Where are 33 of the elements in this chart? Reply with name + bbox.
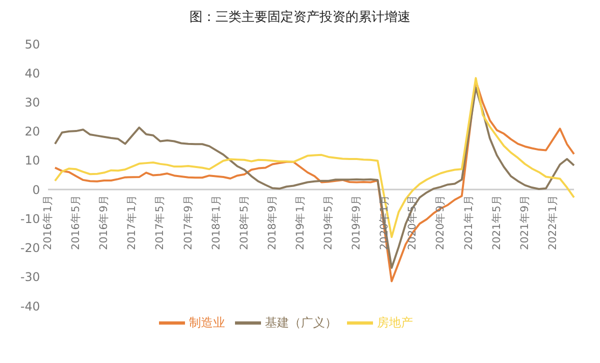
y-tick-label: -30 bbox=[20, 270, 40, 284]
x-tick-label: 2020年1月 bbox=[378, 194, 391, 250]
x-tick-label: 2017年9月 bbox=[182, 194, 194, 250]
y-tick-label: 0 bbox=[32, 182, 40, 197]
x-tick-label: 2020年9月 bbox=[434, 194, 447, 250]
y-tick-label: -10 bbox=[20, 212, 40, 226]
x-tick-label: 2016年5月 bbox=[70, 194, 82, 250]
x-tick-label: 2019年1月 bbox=[294, 194, 306, 250]
x-tick-label: 2019年5月 bbox=[322, 194, 335, 250]
x-tick-label: 2021年1月 bbox=[462, 194, 475, 250]
y-tick-label: 20 bbox=[24, 124, 40, 139]
y-tick-label: 50 bbox=[24, 37, 40, 52]
x-tick-label: 2020年5月 bbox=[406, 194, 419, 250]
chart-title: 图：三类主要固定资产投资的累计增速 bbox=[188, 9, 412, 26]
x-tick-label: 2021年5月 bbox=[490, 194, 503, 250]
x-tick-label: 2016年1月 bbox=[42, 194, 54, 250]
x-tick-label: 2022年1月 bbox=[546, 194, 559, 250]
y-tick-label: 40 bbox=[24, 66, 40, 80]
x-tick-label: 2017年5月 bbox=[154, 194, 166, 250]
y-tick-label: 30 bbox=[24, 95, 40, 110]
x-tick-label: 2018年9月 bbox=[266, 194, 278, 250]
x-tick-label: 2018年1月 bbox=[210, 194, 222, 250]
legend-label: 房地产 bbox=[377, 315, 413, 330]
legend-label: 制造业 bbox=[189, 315, 225, 330]
y-tick-label: -20 bbox=[20, 241, 40, 256]
x-tick-label: 2018年5月 bbox=[238, 194, 250, 250]
x-tick-label: 2021年9月 bbox=[518, 194, 531, 250]
legend-label: 基建（广义） bbox=[265, 315, 337, 330]
x-tick-label: 2019年9月 bbox=[350, 194, 363, 250]
x-tick-label: 2017年1月 bbox=[126, 194, 138, 250]
y-tick-label: -40 bbox=[20, 299, 40, 314]
y-tick-label: 10 bbox=[24, 154, 40, 168]
x-tick-label: 2016年9月 bbox=[98, 194, 110, 250]
